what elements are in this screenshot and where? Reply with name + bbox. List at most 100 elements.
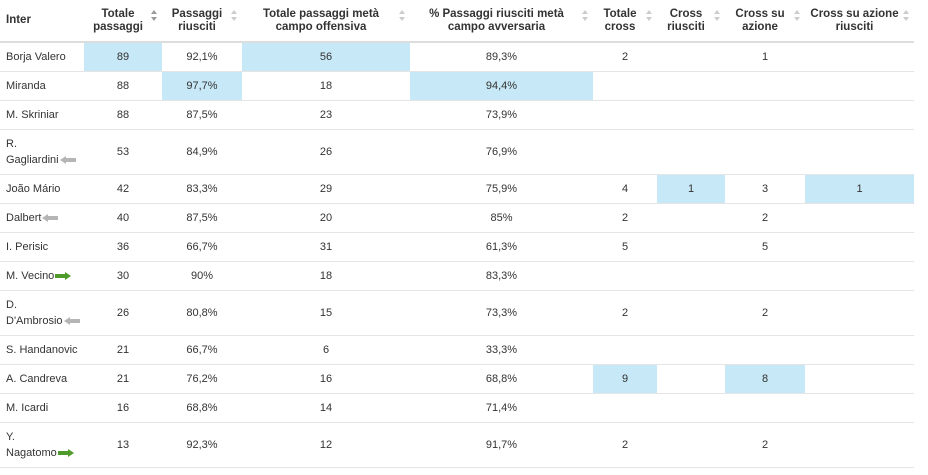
sort-icon[interactable] (646, 10, 653, 22)
table-cell (593, 261, 657, 291)
player-name: I. Perisic (6, 241, 49, 253)
table-cell: 87,5% (162, 100, 242, 130)
player-name-line2: Nagatomo (6, 447, 57, 459)
sort-icon[interactable] (582, 10, 589, 22)
table-cell: 42 (84, 174, 162, 204)
table-row: M. Skriniar 88 87,5% 23 73,9% (0, 100, 914, 130)
table-cell: 68,8% (410, 364, 593, 394)
player-name: M. Icardi (6, 402, 49, 414)
table-cell (805, 364, 914, 394)
table-row: João Mário 42 83,3% 29 75,9% 4 1 3 1 (0, 174, 914, 204)
table-cell: 8 (725, 364, 805, 394)
table-cell: 71,4% (410, 393, 593, 423)
table-row: Borja Valero 89 92,1% 56 89,3% 2 1 (0, 42, 914, 72)
table-cell: 97,7% (162, 71, 242, 101)
table-cell: 23 (242, 100, 410, 130)
table-cell: 87,5% (162, 203, 242, 233)
substitution-out-arrow-icon (63, 316, 80, 326)
table-cell: 15 (242, 290, 410, 336)
column-header[interactable]: Totale passaggi (84, 0, 162, 43)
sort-icon[interactable] (399, 10, 406, 22)
table-cell (725, 129, 805, 175)
table-row: Dalbert 40 87,5% 20 85% 2 2 (0, 203, 914, 233)
player-name: Y. (6, 431, 15, 443)
player-name-cell: João Mário (0, 174, 84, 204)
player-name: D. (6, 299, 17, 311)
player-name-cell: I. Perisic (0, 232, 84, 262)
table-cell (805, 100, 914, 130)
column-header[interactable]: Totale passaggi metà campo offensiva (242, 0, 410, 43)
table-cell: 26 (242, 129, 410, 175)
table-cell: 20 (242, 203, 410, 233)
table-cell (593, 129, 657, 175)
sort-icon[interactable] (903, 10, 910, 22)
table-cell: 6 (242, 335, 410, 365)
table-cell: 61,3% (410, 232, 593, 262)
table-cell: 66,7% (162, 232, 242, 262)
table-cell (805, 422, 914, 468)
table-cell: 2 (725, 422, 805, 468)
table-cell: 30 (84, 261, 162, 291)
table-row: Y. Nagatomo 13 92,3% 12 91,7% 2 2 (0, 422, 914, 468)
table-cell: 31 (242, 232, 410, 262)
table-cell: 84,9% (162, 129, 242, 175)
column-header[interactable]: Cross su azione (725, 0, 805, 43)
table-cell (805, 203, 914, 233)
player-name-line2: Gagliardini (6, 154, 59, 166)
player-name: Miranda (6, 80, 46, 92)
table-cell (657, 71, 725, 101)
table-cell: 40 (84, 203, 162, 233)
table-cell (725, 393, 805, 423)
column-header[interactable]: % Passaggi riusciti metà campo avversari… (410, 0, 593, 43)
table-cell (805, 129, 914, 175)
table-cell: 83,3% (162, 174, 242, 204)
table-cell: 12 (242, 422, 410, 468)
table-cell: 92,1% (162, 42, 242, 72)
table-cell (593, 335, 657, 365)
table-cell (725, 100, 805, 130)
table-row: M. Icardi 16 68,8% 14 71,4% (0, 393, 914, 423)
table-cell: 21 (84, 335, 162, 365)
substitution-out-arrow-icon (42, 213, 59, 223)
table-cell (657, 232, 725, 262)
player-name: R. (6, 138, 17, 150)
player-name-cell: S. Handanovic (0, 335, 84, 365)
column-header[interactable]: Passaggi riusciti (162, 0, 242, 43)
sort-icon[interactable] (794, 10, 801, 22)
player-name: Dalbert (6, 212, 42, 224)
table-cell (725, 335, 805, 365)
table-cell (805, 335, 914, 365)
player-name: M. Vecino (6, 270, 55, 282)
table-cell: 94,4% (410, 71, 593, 101)
table-cell (657, 422, 725, 468)
table-cell: 2 (593, 422, 657, 468)
sort-icon[interactable] (151, 10, 158, 22)
player-name: S. Handanovic (6, 344, 78, 356)
sort-icon[interactable] (231, 10, 238, 22)
table-cell: 13 (84, 422, 162, 468)
table-cell: 88 (84, 100, 162, 130)
player-stats-table: Inter Totale passaggi Passaggi riusciti … (0, 0, 914, 468)
sort-icon[interactable] (714, 10, 721, 22)
table-row: R. Gagliardini 53 84,9% 26 76,9% (0, 129, 914, 175)
substitution-in-arrow-icon (55, 271, 72, 281)
column-header[interactable]: Totale cross (593, 0, 657, 43)
table-cell (593, 71, 657, 101)
table-cell: 3 (725, 174, 805, 204)
column-header[interactable]: Cross su azione riusciti (805, 0, 914, 43)
table-cell: 18 (242, 71, 410, 101)
substitution-in-arrow-icon (57, 448, 74, 458)
table-cell (805, 261, 914, 291)
table-cell (657, 42, 725, 72)
table-cell (805, 42, 914, 72)
table-cell: 16 (242, 364, 410, 394)
player-name-cell: M. Icardi (0, 393, 84, 423)
table-cell (805, 393, 914, 423)
player-name-cell: Borja Valero (0, 42, 84, 72)
column-header-label: Cross su azione (735, 7, 785, 33)
column-header[interactable]: Cross riusciti (657, 0, 725, 43)
table-cell: 92,3% (162, 422, 242, 468)
table-cell (593, 100, 657, 130)
table-cell: 2 (725, 203, 805, 233)
table-row: D. D'Ambrosio 26 80,8% 15 73,3% 2 2 (0, 290, 914, 336)
